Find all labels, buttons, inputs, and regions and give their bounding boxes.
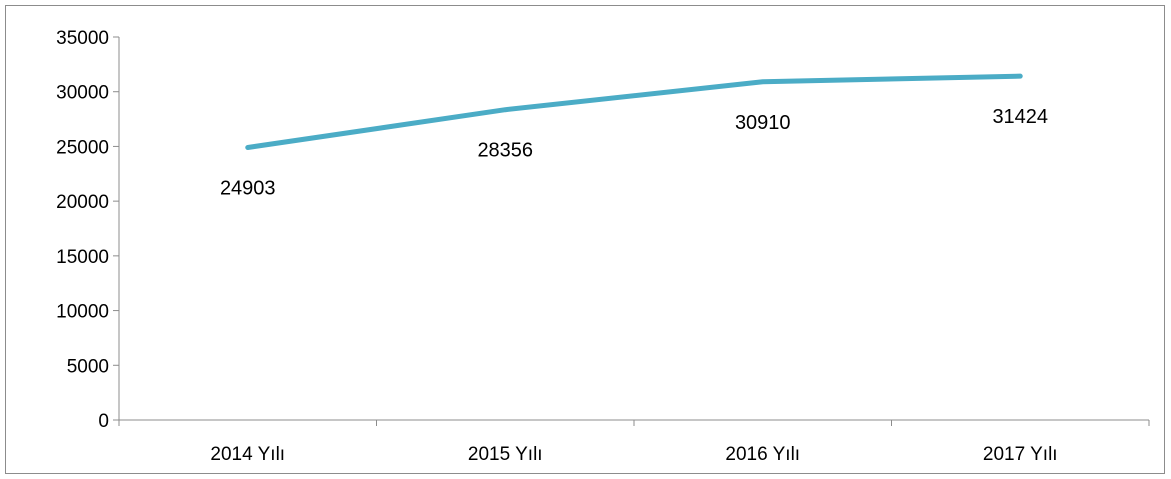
y-tick-label: 15000 [56, 247, 109, 268]
x-tick-label: 2015 Yılı [468, 444, 543, 465]
y-tick-label: 5000 [67, 356, 109, 377]
data-labels: 24903 28356 30910 31424 [220, 106, 1048, 199]
x-axis-ticks: 2014 Yılı 2015 Yılı 2016 Yılı 2017 Yılı [118, 420, 1150, 465]
data-label: 30910 [735, 112, 791, 134]
data-label: 31424 [992, 106, 1048, 128]
x-tick-label: 2014 Yılı [210, 444, 285, 465]
y-tick-label: 25000 [56, 137, 109, 158]
series-line [245, 73, 1023, 150]
data-label: 24903 [220, 177, 276, 199]
y-tick-label: 10000 [56, 302, 109, 323]
y-tick-label: 30000 [56, 83, 109, 104]
y-tick-label: 20000 [56, 192, 109, 213]
chart-area [5, 5, 1165, 474]
y-tick-label: 0 [98, 411, 109, 432]
y-tick-label: 35000 [56, 28, 109, 49]
x-tick-label: 2016 Yılı [725, 444, 800, 465]
data-label: 28356 [477, 140, 533, 162]
x-tick-label: 2017 Yılı [983, 444, 1058, 465]
y-axis-ticks: 0 5000 10000 15000 20000 25000 30000 35000 [56, 28, 119, 432]
